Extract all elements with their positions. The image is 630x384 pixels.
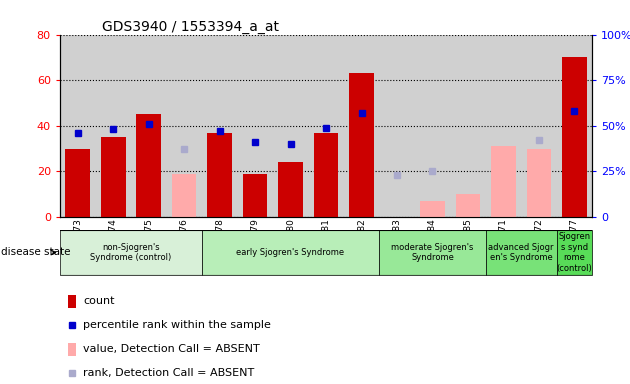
Bar bbox=[450, 35, 486, 217]
Bar bbox=[273, 35, 308, 217]
Bar bbox=[202, 35, 238, 217]
Bar bbox=[202, 230, 379, 275]
Text: count: count bbox=[83, 296, 115, 306]
Text: GDS3940 / 1553394_a_at: GDS3940 / 1553394_a_at bbox=[103, 20, 280, 33]
Bar bbox=[101, 137, 125, 217]
Text: early Sjogren's Syndrome: early Sjogren's Syndrome bbox=[236, 248, 345, 257]
Bar bbox=[420, 201, 445, 217]
Bar bbox=[60, 230, 202, 275]
Bar bbox=[455, 194, 481, 217]
Bar bbox=[344, 35, 379, 217]
Text: disease state: disease state bbox=[1, 247, 70, 258]
Text: value, Detection Call = ABSENT: value, Detection Call = ABSENT bbox=[83, 344, 260, 354]
Bar bbox=[68, 295, 76, 308]
Bar bbox=[238, 35, 273, 217]
Bar bbox=[308, 35, 344, 217]
Bar bbox=[65, 149, 90, 217]
Bar bbox=[243, 174, 268, 217]
Text: Sjogren
s synd
rome
(control): Sjogren s synd rome (control) bbox=[556, 232, 592, 273]
Bar bbox=[491, 146, 516, 217]
Bar bbox=[136, 114, 161, 217]
Bar bbox=[60, 35, 95, 217]
Bar bbox=[171, 174, 197, 217]
Bar bbox=[486, 35, 521, 217]
Bar bbox=[521, 35, 557, 217]
Text: advanced Sjogr
en's Syndrome: advanced Sjogr en's Syndrome bbox=[488, 243, 554, 262]
Text: rank, Detection Call = ABSENT: rank, Detection Call = ABSENT bbox=[83, 368, 254, 379]
Bar bbox=[166, 35, 202, 217]
Bar bbox=[557, 35, 592, 217]
Bar bbox=[486, 230, 557, 275]
Bar bbox=[557, 230, 592, 275]
Bar bbox=[314, 132, 338, 217]
Bar bbox=[415, 35, 450, 217]
Bar bbox=[131, 35, 166, 217]
Bar bbox=[349, 73, 374, 217]
Bar bbox=[278, 162, 303, 217]
Bar bbox=[379, 230, 486, 275]
Bar bbox=[95, 35, 131, 217]
Bar bbox=[527, 149, 551, 217]
Text: moderate Sjogren's
Syndrome: moderate Sjogren's Syndrome bbox=[391, 243, 474, 262]
Bar bbox=[379, 35, 415, 217]
Bar bbox=[207, 132, 232, 217]
Bar bbox=[562, 57, 587, 217]
Text: non-Sjogren's
Syndrome (control): non-Sjogren's Syndrome (control) bbox=[90, 243, 171, 262]
Bar bbox=[68, 343, 76, 356]
Text: percentile rank within the sample: percentile rank within the sample bbox=[83, 320, 271, 331]
